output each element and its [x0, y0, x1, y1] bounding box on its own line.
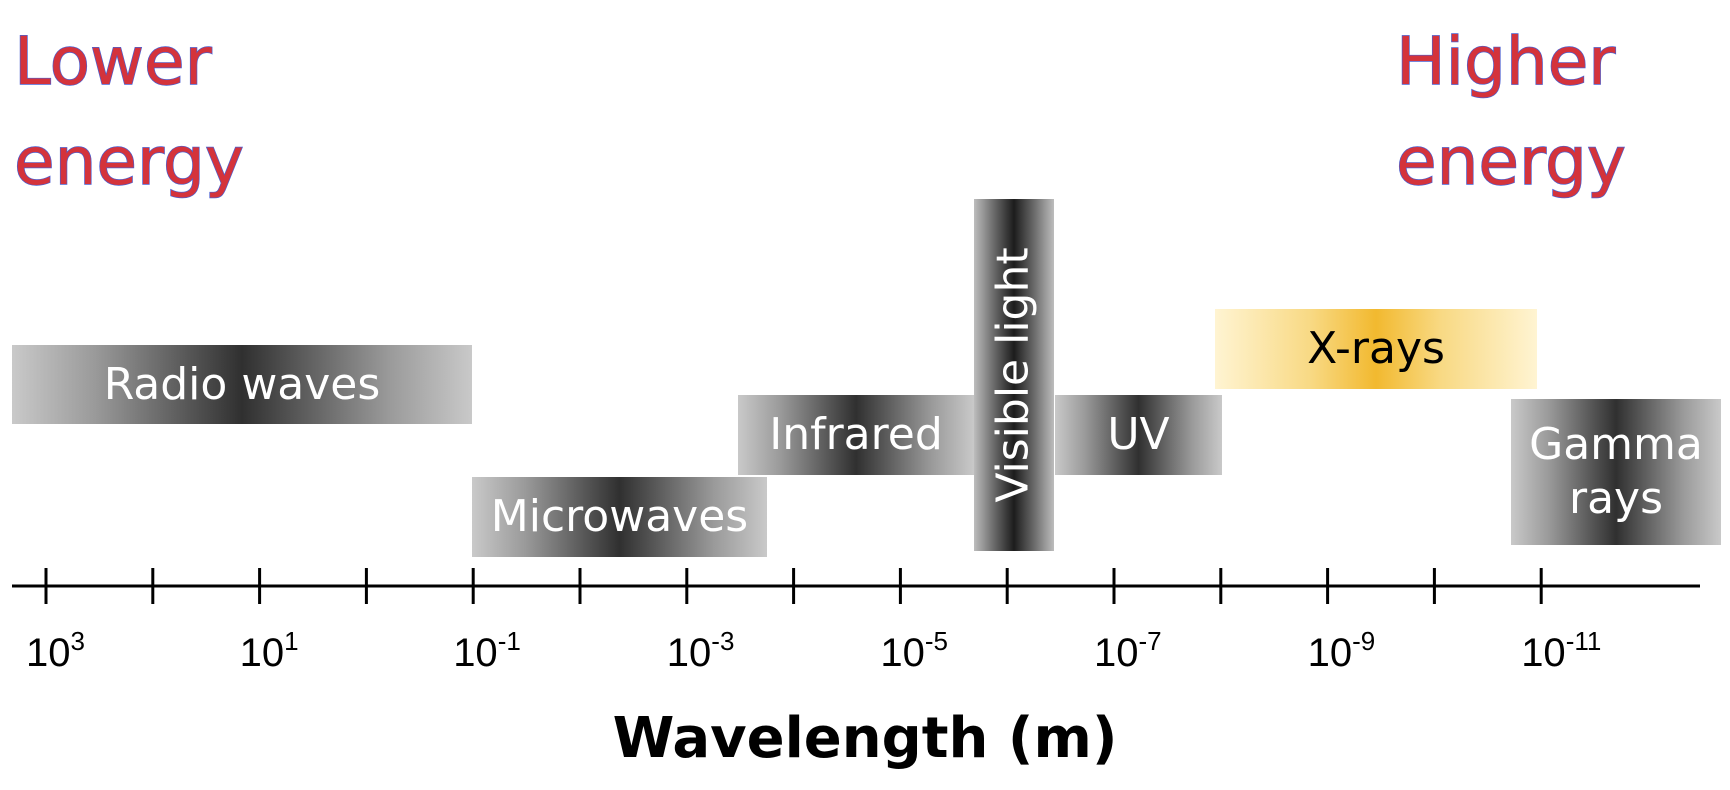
axis-title: Wavelength (m): [612, 706, 1118, 771]
band-gamma-rays: Gamma rays: [1511, 399, 1721, 545]
tick-label: 103: [26, 626, 85, 675]
tick-label: 10-7: [1094, 626, 1162, 675]
tick-label: 10-11: [1521, 626, 1601, 675]
band-infrared-label: Infrared: [769, 409, 943, 460]
band-x-rays-label: X-rays: [1307, 323, 1445, 374]
tick-label: 10-1: [453, 626, 521, 675]
lower-energy-label: Lower energy: [13, 12, 244, 212]
band-gamma-rays-label: Gamma rays: [1529, 418, 1703, 526]
band-microwaves-label: Microwaves: [490, 491, 749, 542]
band-infrared: Infrared: [738, 395, 974, 475]
higher-energy-line2: energy: [1395, 122, 1626, 200]
tick-label: 101: [240, 626, 299, 675]
lower-energy-line1: Lower: [13, 22, 212, 100]
band-radio-waves: Radio waves: [12, 345, 472, 424]
band-visible-light: Visible light: [974, 199, 1054, 551]
gamma-line2: rays: [1568, 473, 1663, 524]
band-uv: UV: [1055, 395, 1222, 475]
band-uv-label: UV: [1107, 409, 1170, 460]
lower-energy-line2: energy: [13, 122, 244, 200]
higher-energy-line1: Higher: [1395, 22, 1616, 100]
tick-label: 10-3: [667, 626, 735, 675]
band-x-rays: X-rays: [1215, 309, 1537, 389]
band-radio-waves-label: Radio waves: [103, 358, 381, 410]
tick-label: 10-5: [880, 626, 948, 675]
band-microwaves: Microwaves: [472, 477, 767, 557]
tick-label: 10-9: [1308, 626, 1376, 675]
higher-energy-label: Higher energy: [1395, 12, 1626, 212]
gamma-line1: Gamma: [1529, 419, 1703, 470]
